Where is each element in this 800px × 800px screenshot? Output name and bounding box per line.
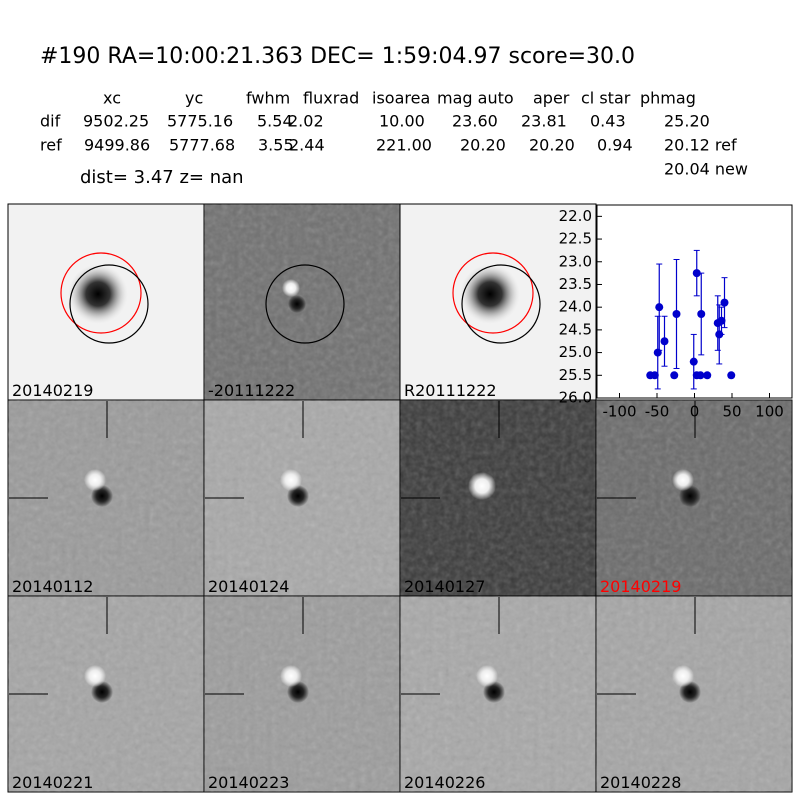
y-tick-label: 22.5 <box>559 230 592 248</box>
column-header: aper <box>533 89 570 108</box>
table-cell: 23.60 <box>452 112 498 131</box>
panel-label: 20140127 <box>404 577 485 596</box>
extra-note: 20.04 new <box>664 160 748 179</box>
data-point <box>670 371 679 380</box>
x-tick-label: 0 <box>690 403 700 421</box>
bright-blob <box>468 472 496 500</box>
table-cell: 23.81 <box>521 112 567 131</box>
column-header: fwhm <box>246 89 290 108</box>
table-cell: 20.20 <box>460 136 506 155</box>
data-point <box>650 371 659 380</box>
panel-label: 20140219 <box>600 577 681 596</box>
panel-label: 20140223 <box>208 773 289 792</box>
data-point <box>692 269 701 278</box>
x-tick-label: 50 <box>722 403 741 421</box>
data-point <box>660 337 669 346</box>
panel-label: 20140219 <box>12 381 93 400</box>
table-cell: 25.20 <box>664 112 710 131</box>
column-header: phmag <box>640 89 696 108</box>
red-aperture <box>452 252 534 334</box>
data-point <box>696 371 705 380</box>
table-cell: 9502.25 <box>83 112 149 131</box>
panel-label: 20140124 <box>208 577 289 596</box>
data-point <box>717 316 726 325</box>
bright-lobe <box>84 469 106 491</box>
plot-area <box>596 204 793 399</box>
bright-lobe <box>84 665 106 687</box>
panel-label: 20140112 <box>12 577 93 596</box>
y-tick-label: 23.0 <box>559 252 592 270</box>
source-blob <box>460 264 520 324</box>
panel-label: 20140226 <box>404 773 485 792</box>
bright-lobe <box>476 665 498 687</box>
bright-lobe <box>280 469 302 491</box>
table-cell: 2.44 <box>289 136 325 155</box>
panel-label: 20140221 <box>12 773 93 792</box>
data-point <box>655 303 664 312</box>
table-cell: 5.54 <box>257 112 293 131</box>
y-tick-label: 26.0 <box>559 389 592 407</box>
panel-label: 20140228 <box>600 773 681 792</box>
data-point <box>703 371 712 380</box>
data-point <box>720 298 729 307</box>
table-cell: 5777.68 <box>169 136 235 155</box>
table-cell: 2.02 <box>288 112 324 131</box>
black-aperture <box>69 264 149 344</box>
row-label: dif <box>40 112 61 131</box>
column-header: fluxrad <box>303 89 359 108</box>
red-aperture <box>60 252 142 334</box>
x-tick-label: -100 <box>602 403 636 421</box>
y-tick-label: 24.0 <box>559 298 592 316</box>
dist-line: dist= 3.47 z= nan <box>80 167 244 188</box>
dark-lobe <box>288 295 306 313</box>
column-header: yc <box>185 89 203 108</box>
data-point <box>727 371 736 380</box>
y-tick-label: 22.0 <box>559 207 592 225</box>
data-point <box>697 309 706 318</box>
panel-label: R20111222 <box>404 381 497 400</box>
table-cell: 10.00 <box>379 112 425 131</box>
bright-lobe <box>280 665 302 687</box>
table-cell: 5775.16 <box>167 112 233 131</box>
column-header: xc <box>103 89 121 108</box>
table-cell: 221.00 <box>376 136 432 155</box>
bright-lobe <box>672 469 694 491</box>
y-tick-label: 24.5 <box>559 320 592 338</box>
source-blob <box>68 264 128 324</box>
panel-label: -20111222 <box>208 381 295 400</box>
table-cell: 9499.86 <box>84 136 150 155</box>
black-aperture <box>461 264 541 344</box>
black-aperture <box>265 264 345 344</box>
y-tick-label: 25.5 <box>559 366 592 384</box>
table-cell: 0.94 <box>597 136 633 155</box>
row-label: ref <box>40 136 62 155</box>
column-header: isoarea <box>372 89 430 108</box>
y-tick-label: 25.0 <box>559 343 592 361</box>
table-cell: 20.20 <box>529 136 575 155</box>
x-tick-label: -50 <box>645 403 670 421</box>
x-tick-label: 100 <box>755 403 784 421</box>
column-header: mag auto <box>437 89 514 108</box>
bright-lobe <box>282 279 300 297</box>
data-point <box>653 348 662 357</box>
column-header: cl star <box>581 89 631 108</box>
data-point <box>672 309 681 318</box>
data-point <box>689 357 698 366</box>
table-cell: 20.12 ref <box>664 136 737 155</box>
title: #190 RA=10:00:21.363 DEC= 1:59:04.97 sco… <box>40 44 635 69</box>
y-tick-label: 23.5 <box>559 275 592 293</box>
table-cell: 3.55 <box>258 136 294 155</box>
bright-lobe <box>672 665 694 687</box>
table-cell: 0.43 <box>590 112 626 131</box>
